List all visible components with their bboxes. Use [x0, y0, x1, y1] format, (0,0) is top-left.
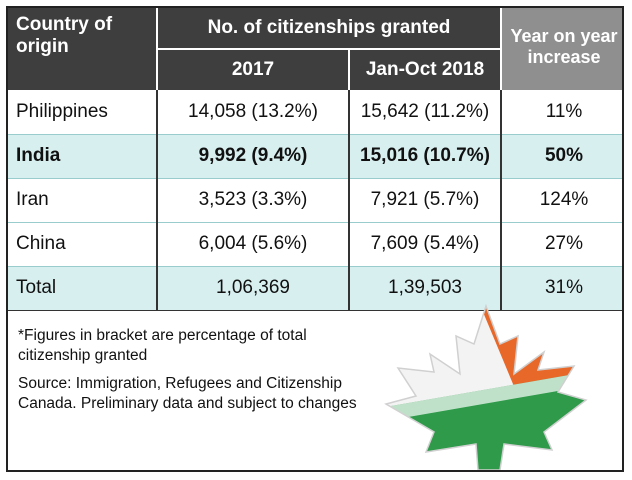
cell-2017: 1,06,369 — [216, 277, 290, 298]
cell-yoy: 27% — [544, 233, 584, 254]
maple-leaf-tricolour-icon — [384, 303, 588, 470]
cell-country: India — [16, 145, 61, 166]
table-row-total: Total 1,06,369 1,39,503 31% — [8, 266, 622, 310]
citizenship-table-graphic: Country of origin No. of citizenships gr… — [6, 6, 624, 472]
cell-2018: 15,016 (10.7%) — [360, 145, 490, 166]
cell-country: Philippines — [16, 101, 108, 122]
header-year-on-year-increase: Year on year increase — [502, 8, 622, 90]
cell-country: China — [16, 233, 66, 254]
header-jan-oct-2018: Jan-Oct 2018 — [350, 50, 500, 90]
cell-yoy: 124% — [539, 189, 589, 210]
cell-yoy: 11% — [545, 101, 583, 122]
cell-2017: 14,058 (13.2%) — [188, 101, 318, 122]
header-2017: 2017 — [158, 50, 348, 90]
cell-2017: 9,992 (9.4%) — [198, 145, 308, 166]
cell-yoy: 31% — [544, 277, 584, 298]
source-text: Source: Immigration, Refugees and Citize… — [18, 375, 357, 412]
cell-2018: 7,921 (5.7%) — [370, 189, 480, 210]
header-citizenships-granted: No. of citizenships granted — [158, 8, 500, 48]
cell-country: Iran — [16, 189, 49, 210]
table-bottom-divider — [8, 310, 622, 311]
row-divider — [8, 134, 622, 135]
table-row-india: India 9,992 (9.4%) 15,016 (10.7%) 50% — [8, 134, 622, 178]
row-divider — [8, 266, 622, 267]
table-row-philippines: Philippines 14,058 (13.2%) 15,642 (11.2%… — [8, 90, 622, 134]
column-divider — [156, 90, 158, 310]
cell-2018: 1,39,503 — [388, 277, 462, 298]
footnote-text: *Figures in bracket are percentage of to… — [18, 327, 307, 364]
row-divider — [8, 222, 622, 223]
column-divider — [348, 90, 350, 310]
column-divider — [500, 90, 502, 310]
cell-2017: 3,523 (3.3%) — [198, 189, 308, 210]
cell-yoy: 50% — [544, 145, 584, 166]
cell-2018: 7,609 (5.4%) — [370, 233, 480, 254]
table-row-iran: Iran 3,523 (3.3%) 7,921 (5.7%) 124% — [8, 178, 622, 222]
cell-country: Total — [16, 277, 57, 298]
cell-2017: 6,004 (5.6%) — [198, 233, 308, 254]
table-row-china: China 6,004 (5.6%) 7,609 (5.4%) 27% — [8, 222, 622, 266]
row-divider — [8, 178, 622, 179]
header-country-of-origin: Country of origin — [8, 8, 156, 90]
cell-2018: 15,642 (11.2%) — [360, 101, 490, 122]
